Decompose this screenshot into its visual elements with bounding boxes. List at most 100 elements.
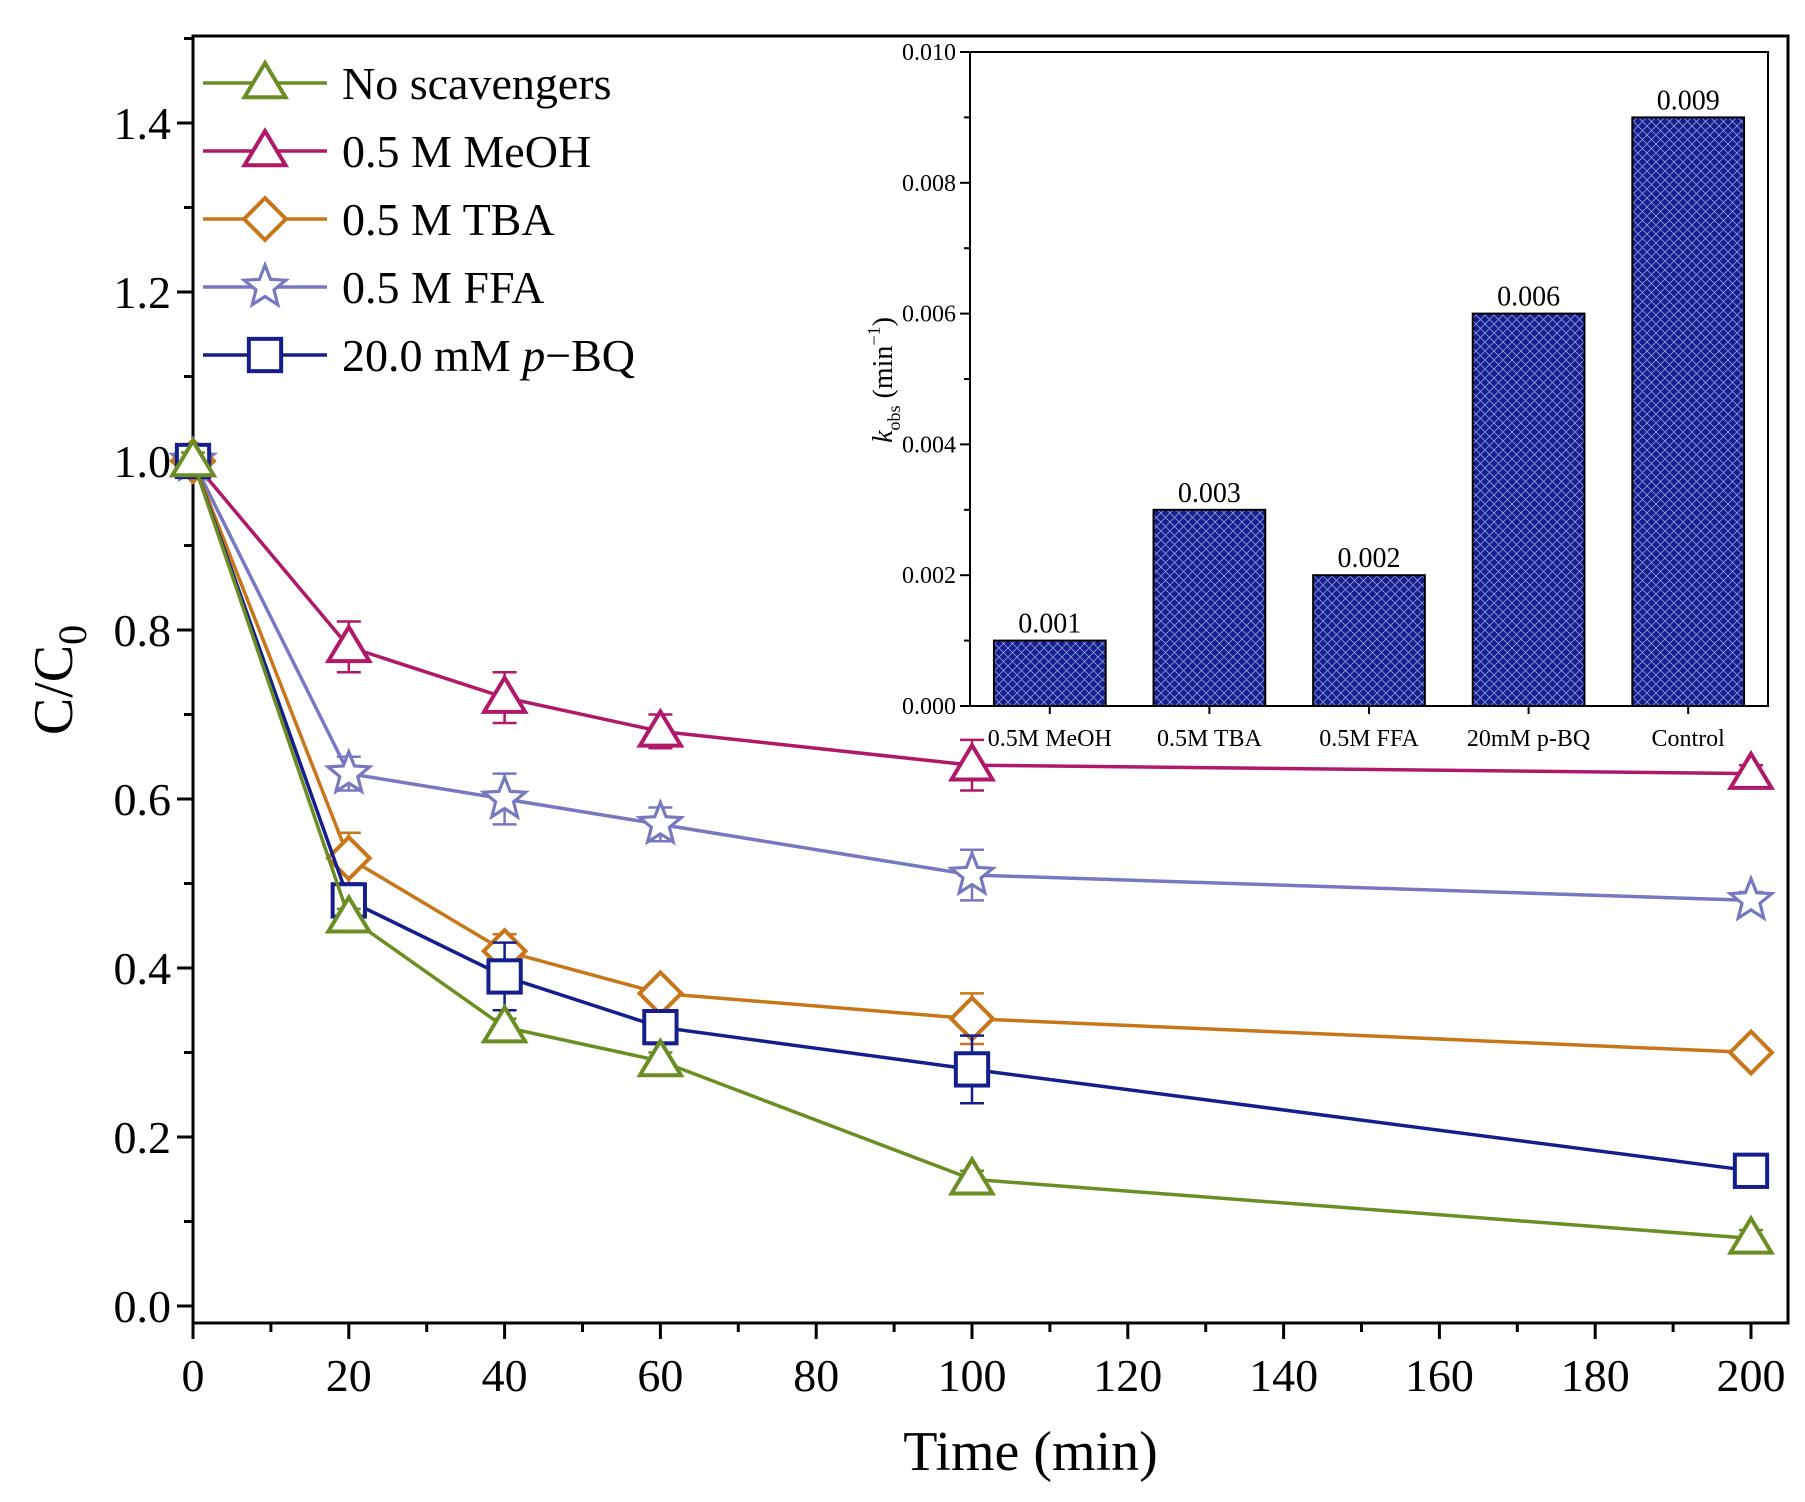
y-axis-title: C/C0 xyxy=(23,625,95,735)
y-tick-label: 0.4 xyxy=(114,943,172,994)
legend-label: 0.5 M MeOH xyxy=(342,126,591,177)
inset-x-tick-label: 0.5M TBA xyxy=(1157,726,1263,752)
x-tick-label: 80 xyxy=(793,1350,839,1401)
inset-y-tick-label: 0.004 xyxy=(902,432,956,458)
data-point xyxy=(480,1003,529,1044)
data-point xyxy=(636,707,685,748)
data-point xyxy=(947,741,997,782)
inset-y-tick-label: 0.006 xyxy=(902,302,956,328)
legend-item: 0.5 M MeOH xyxy=(203,126,591,177)
inset-y-title-unit: (min xyxy=(868,346,899,406)
legend-label-text: 0.5 M FFA xyxy=(342,262,544,313)
inset-x-tick-label: 0.5M MeOH xyxy=(988,726,1112,752)
inset-y-title-close: ) xyxy=(868,317,899,326)
legend-marker xyxy=(241,195,289,243)
legend-marker xyxy=(240,127,290,168)
legend: No scavengers 0.5 M MeOH 0.5 M TBA 0.5 M FF… xyxy=(203,58,635,381)
data-point xyxy=(948,994,996,1043)
data-point xyxy=(1726,749,1776,790)
data-point xyxy=(480,673,529,714)
legend-label: 0.5 M FFA xyxy=(342,262,544,313)
inset-bar-value-label: 0.003 xyxy=(1178,478,1241,509)
series-line xyxy=(191,460,1752,903)
legend-item: 0.5 M FFA xyxy=(203,260,544,313)
legend-label-text: No scavengers xyxy=(342,58,612,109)
data-point xyxy=(323,747,374,795)
data-point xyxy=(168,437,218,478)
series-line xyxy=(191,460,1752,1241)
data-point xyxy=(324,623,373,664)
y-tick-label: 1.0 xyxy=(114,436,172,487)
legend-marker xyxy=(240,59,290,100)
series-line xyxy=(191,460,1752,1173)
x-tick-label: 140 xyxy=(1249,1350,1318,1401)
inset-x-tick-label: 20mM p-BQ xyxy=(1467,726,1590,752)
data-point xyxy=(486,958,523,995)
inset-bar xyxy=(992,639,1107,707)
data-point xyxy=(636,969,685,1018)
y-tick-label: 0.2 xyxy=(114,1112,172,1163)
inset-bar-chart: 0.000 0.002 0.004 0.006 0.008 0.010 0.001 0.5M … xyxy=(864,40,1769,752)
inset-y-title-k: k xyxy=(868,430,899,443)
x-axis-title: Time (min) xyxy=(903,1421,1158,1483)
inset-y-tick-label: 0.000 xyxy=(902,694,956,720)
y-tick-label: 1.4 xyxy=(114,98,172,149)
x-tick-label: 20 xyxy=(326,1350,372,1401)
legend-label: 20.0 mM p−BQ xyxy=(342,330,635,381)
x-tick-label: 100 xyxy=(938,1350,1007,1401)
inset-bar-value-label: 0.006 xyxy=(1497,282,1560,313)
y-axis-title-subscript: 0 xyxy=(50,625,95,645)
main-plot-frame xyxy=(191,34,1790,1325)
data-point xyxy=(636,1037,685,1078)
data-point xyxy=(1726,874,1776,922)
data-point xyxy=(1727,1028,1775,1077)
inset-y-title-subscript: obs xyxy=(884,405,904,430)
x-tick-label: 180 xyxy=(1561,1350,1630,1401)
series-1 xyxy=(168,437,1776,792)
legend-marker xyxy=(240,260,290,309)
inset-bar xyxy=(1152,508,1267,707)
y-tick-label: 0.6 xyxy=(114,774,172,825)
data-point xyxy=(479,772,530,821)
inset-y-axis-title: kobs (min−1) xyxy=(864,317,904,443)
legend-label-text: 0.5 M TBA xyxy=(342,194,555,245)
legend-label-text: 0.5 M MeOH xyxy=(342,126,591,177)
x-tick-label: 200 xyxy=(1717,1350,1786,1401)
inset-bar xyxy=(1631,116,1746,707)
series-line xyxy=(191,459,1752,776)
legend-item: 0.5 M TBA xyxy=(203,194,555,245)
legend-marker xyxy=(246,336,284,374)
y-tick-label: 0.0 xyxy=(114,1281,172,1332)
series-0 xyxy=(168,437,1776,1255)
legend-item: 20.0 mM p−BQ xyxy=(203,330,635,381)
y-tick-label: 0.8 xyxy=(114,605,172,656)
data-point xyxy=(1732,1152,1770,1189)
inset-bar-value-label: 0.009 xyxy=(1657,85,1720,116)
inset-y-tick-label: 0.008 xyxy=(902,171,956,197)
data-point xyxy=(1726,1214,1776,1255)
inset-x-tick-label: 0.5M FFA xyxy=(1319,726,1419,752)
inset-y-title-superscript: −1 xyxy=(864,326,884,345)
inset-y-tick-label: 0.002 xyxy=(902,563,956,589)
legend-label-text: 20.0 mM xyxy=(342,330,522,381)
inset-bar xyxy=(1471,312,1586,707)
inset-bar xyxy=(1312,574,1426,708)
data-point xyxy=(324,893,373,934)
inset-y-tick-label: 0.010 xyxy=(902,40,956,66)
legend-label-italic: p xyxy=(519,330,545,381)
legend-item: No scavengers xyxy=(203,58,612,109)
x-tick-label: 0 xyxy=(182,1350,205,1401)
data-point xyxy=(947,1155,997,1196)
x-tick-label: 120 xyxy=(1093,1350,1162,1401)
x-tick-label: 60 xyxy=(637,1350,683,1401)
inset-bar-value-label: 0.001 xyxy=(1018,609,1081,640)
data-point xyxy=(953,1051,991,1088)
x-tick-label: 40 xyxy=(482,1350,528,1401)
legend-label: 0.5 M TBA xyxy=(342,194,555,245)
main-plot-area: 0 20 40 60 80 100 120 140 160 180 200 0.0 0.2 0.4 0.6 0… xyxy=(23,34,1790,1483)
y-tick-label: 1.2 xyxy=(114,267,172,318)
inset-bar-value-label: 0.002 xyxy=(1338,543,1401,574)
y-axis-title-main: C/C xyxy=(23,645,85,735)
